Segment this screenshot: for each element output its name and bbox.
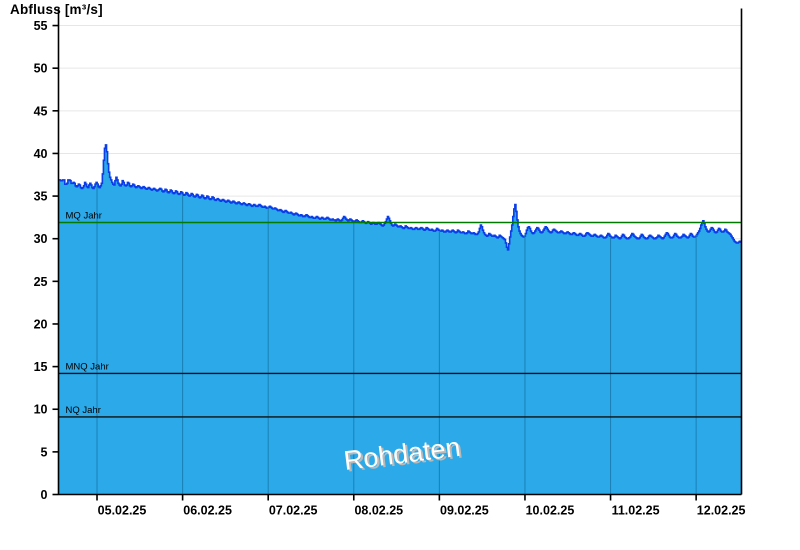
- x-tick-label: 07.02.25: [269, 504, 318, 518]
- y-axis-ticks: 0 5 10 15 20 25 30 35 40 45 50 55: [34, 19, 59, 502]
- y-tick-label: 0: [41, 488, 48, 502]
- x-tick-label: 10.02.25: [526, 504, 575, 518]
- discharge-area-series: [58, 144, 742, 495]
- y-tick-label: 35: [34, 190, 48, 204]
- chart-title: Abfluss [m³/s]: [10, 2, 103, 17]
- x-tick-label: 11.02.25: [612, 504, 660, 518]
- y-tick-label: 5: [41, 445, 48, 459]
- y-tick-label: 15: [34, 360, 48, 374]
- reference-line-label: MQ Jahr: [66, 211, 102, 222]
- reference-line-label: NQ Jahr: [66, 405, 101, 416]
- x-axis-ticks: 05.02.25 06.02.25 07.02.25 08.02.25 09.02.25…: [96, 494, 746, 518]
- y-tick-label: 20: [34, 317, 48, 331]
- y-tick-label: 10: [34, 403, 48, 417]
- axes: [57, 8, 743, 496]
- reference-line-label: MNQ Jahr: [66, 361, 109, 372]
- y-tick-label: 50: [34, 62, 48, 76]
- y-tick-label: 40: [34, 147, 48, 161]
- x-tick-label: 08.02.25: [354, 504, 403, 518]
- x-tick-label: 12.02.25: [697, 504, 746, 518]
- y-tick-label: 30: [34, 232, 48, 246]
- y-tick-label: 45: [34, 104, 48, 118]
- y-tick-label: 55: [34, 19, 48, 33]
- reference-lines: MQ Jahr MNQ Jahr NQ Jahr: [58, 211, 742, 418]
- x-tick-label: 06.02.25: [183, 504, 232, 518]
- x-tick-label: 05.02.25: [98, 504, 147, 518]
- vertical-gridlines: [96, 184, 697, 495]
- y-tick-label: 25: [34, 275, 48, 289]
- x-tick-label: 09.02.25: [440, 504, 489, 518]
